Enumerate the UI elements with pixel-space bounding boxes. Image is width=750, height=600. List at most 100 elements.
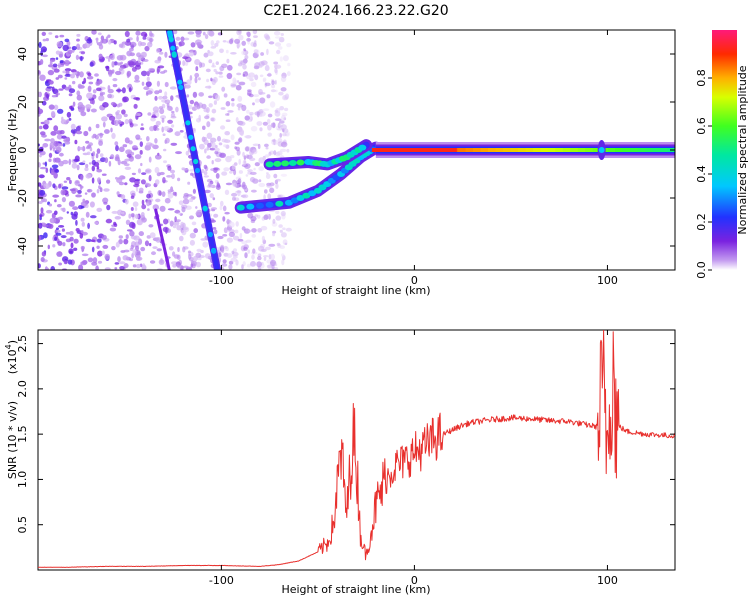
- noise-speckle: [178, 212, 182, 215]
- noise-speckle: [65, 231, 71, 235]
- noise-speckle: [126, 153, 132, 158]
- top-y-axis-label: Frequency (Hz): [6, 109, 19, 192]
- noise-speckle: [87, 222, 90, 229]
- noise-speckle: [264, 154, 270, 158]
- noise-speckle: [118, 102, 123, 107]
- noise-speckle: [204, 189, 211, 194]
- noise-speckle: [246, 31, 251, 36]
- noise-speckle: [266, 48, 269, 56]
- noise-speckle: [207, 202, 212, 208]
- noise-speckle: [65, 60, 70, 64]
- noise-speckle: [50, 138, 55, 144]
- noise-speckle: [232, 235, 240, 241]
- noise-speckle: [226, 237, 233, 243]
- noise-speckle: [124, 182, 128, 186]
- noise-speckle: [108, 160, 112, 167]
- central-core-segment: [465, 148, 474, 152]
- noise-speckle: [196, 41, 202, 47]
- noise-speckle: [221, 171, 228, 176]
- noise-speckle: [97, 260, 103, 264]
- noise-speckle: [135, 113, 141, 117]
- noise-speckle: [249, 78, 254, 82]
- noise-speckle: [251, 189, 257, 193]
- noise-speckle: [163, 148, 167, 152]
- noise-speckle: [224, 138, 228, 143]
- noise-speckle: [164, 197, 171, 204]
- noise-speckle: [68, 158, 72, 165]
- noise-speckle: [214, 42, 219, 47]
- noise-speckle: [82, 145, 86, 152]
- noise-speckle: [78, 264, 84, 270]
- noise-speckle: [210, 207, 217, 211]
- noise-speckle: [48, 32, 53, 35]
- noise-speckle: [249, 157, 256, 161]
- noise-speckle: [112, 84, 118, 88]
- noise-speckle: [209, 147, 216, 151]
- noise-speckle: [269, 101, 276, 108]
- noise-speckle: [59, 130, 65, 135]
- noise-speckle: [46, 93, 49, 99]
- noise-speckle: [154, 95, 158, 101]
- noise-speckle: [91, 30, 97, 35]
- noise-speckle: [87, 75, 94, 80]
- noise-speckle: [220, 244, 225, 250]
- noise-speckle: [137, 57, 141, 64]
- noise-speckle: [276, 49, 281, 55]
- noise-speckle: [82, 160, 86, 163]
- noise-speckle: [112, 78, 118, 82]
- steep-line-blob: [185, 120, 191, 126]
- noise-speckle: [111, 69, 115, 74]
- noise-speckle: [162, 177, 166, 184]
- noise-speckle: [187, 250, 192, 254]
- noise-speckle: [215, 94, 220, 101]
- noise-speckle: [146, 76, 150, 82]
- noise-speckle: [272, 218, 276, 224]
- noise-speckle: [46, 86, 53, 89]
- noise-speckle: [197, 257, 202, 261]
- noise-speckle: [101, 91, 106, 95]
- noise-speckle: [86, 151, 91, 156]
- noise-speckle: [44, 138, 51, 142]
- noise-speckle: [243, 246, 248, 251]
- bottom-x-ticks: -100 0 100: [209, 330, 618, 587]
- noise-speckle: [102, 121, 106, 128]
- noise-speckle: [80, 51, 85, 55]
- noise-speckle: [176, 225, 182, 231]
- noise-speckle: [220, 200, 224, 207]
- noise-speckle: [80, 217, 85, 222]
- noise-speckle: [69, 105, 73, 110]
- noise-speckle: [144, 144, 151, 151]
- noise-speckle: [218, 142, 223, 146]
- noise-speckle: [258, 179, 262, 183]
- noise-speckle: [76, 126, 81, 132]
- noise-speckle: [56, 204, 62, 208]
- noise-speckle: [235, 117, 239, 123]
- noise-speckle: [246, 263, 251, 268]
- noise-speckle: [200, 238, 207, 241]
- noise-speckle: [214, 158, 222, 163]
- noise-speckle: [159, 171, 165, 176]
- noise-speckle: [96, 42, 103, 46]
- noise-speckle: [244, 252, 248, 259]
- noise-speckle: [157, 190, 162, 196]
- noise-speckle: [115, 70, 122, 76]
- noise-speckle: [172, 191, 177, 196]
- noise-speckle: [252, 143, 260, 147]
- noise-speckle: [221, 63, 228, 68]
- noise-speckle: [216, 181, 220, 188]
- central-core-segment: [480, 148, 489, 152]
- noise-speckle: [55, 92, 59, 98]
- noise-speckle: [124, 166, 132, 170]
- noise-speckle: [71, 46, 77, 51]
- noise-speckle: [273, 61, 279, 65]
- noise-speckle: [48, 158, 52, 163]
- noise-speckle: [63, 260, 68, 265]
- noise-speckle: [149, 143, 155, 147]
- noise-speckle: [45, 167, 49, 174]
- noise-speckle: [268, 41, 275, 45]
- noise-speckle: [279, 245, 286, 250]
- noise-speckle: [249, 111, 254, 116]
- upper-branch-blob: [358, 144, 367, 151]
- noise-speckle: [104, 267, 111, 270]
- noise-speckle: [66, 211, 70, 214]
